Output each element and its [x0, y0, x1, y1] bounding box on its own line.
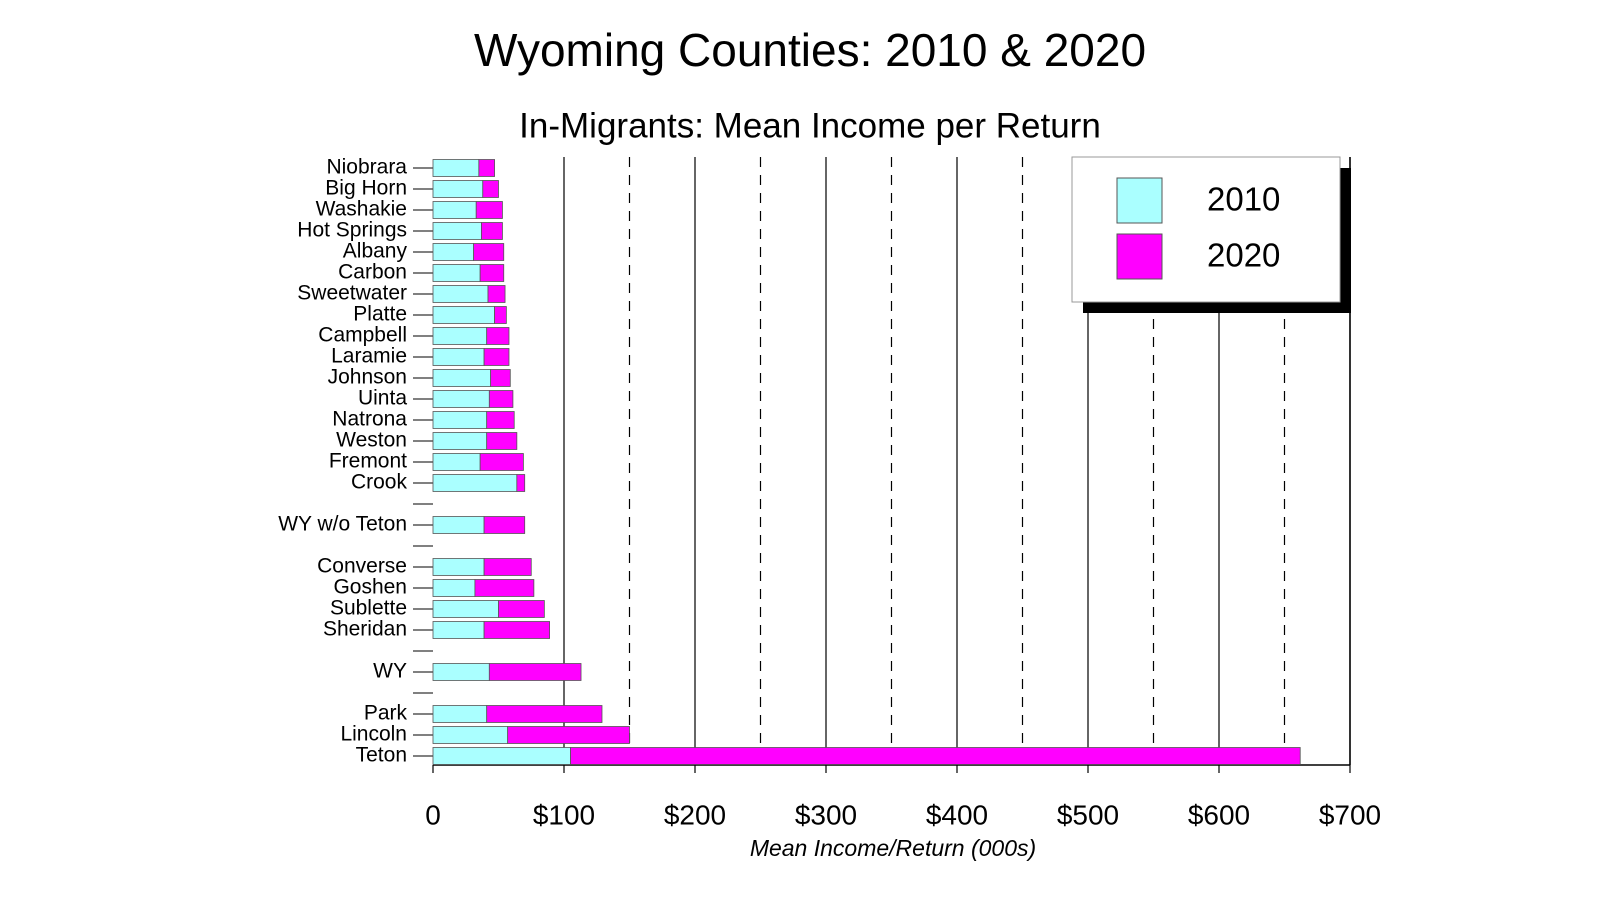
bar [432, 180, 484, 198]
bar [481, 222, 503, 240]
bar [486, 705, 603, 723]
bar [432, 705, 488, 723]
y-tick-label: Hot Springs [297, 219, 407, 242]
bar [432, 285, 489, 303]
y-tick-label: Teton [356, 744, 407, 767]
bar [478, 159, 495, 177]
bar [432, 369, 492, 387]
y-tick-label: Johnson [328, 366, 407, 389]
bar [432, 516, 485, 534]
legend [1071, 156, 1341, 303]
bar [483, 558, 532, 576]
bar [432, 747, 571, 765]
bar [486, 327, 510, 345]
bar [432, 348, 485, 366]
y-tick-label: Niobrara [326, 156, 407, 179]
bar [570, 747, 1301, 765]
bar [432, 306, 495, 324]
y-tick-label: Park [364, 702, 408, 725]
bar [432, 558, 485, 576]
bar [432, 579, 476, 597]
y-tick-label: Washakie [316, 198, 407, 221]
bar [432, 159, 480, 177]
bar [475, 201, 503, 219]
bar [483, 348, 510, 366]
bar [432, 327, 488, 345]
x-tick-label: 0 [425, 799, 441, 830]
x-tick-label: $300 [795, 799, 857, 830]
bar [432, 453, 481, 471]
bar [479, 264, 505, 282]
chart-title: Wyoming Counties: 2010 & 2020 [474, 24, 1146, 76]
y-tick-label: Carbon [338, 261, 407, 284]
bar [432, 726, 509, 744]
bar [432, 222, 482, 240]
y-tick-label: Crook [351, 471, 408, 494]
bar [474, 579, 535, 597]
legend-swatch [1116, 233, 1163, 280]
bar [482, 180, 499, 198]
bar [432, 474, 518, 492]
bar [488, 390, 514, 408]
bar [432, 621, 485, 639]
x-axis-label: Mean Income/Return (000s) [750, 835, 1036, 861]
chart-subtitle: In-Migrants: Mean Income per Return [519, 106, 1101, 145]
bar [473, 243, 505, 261]
bar [516, 474, 526, 492]
y-tick-label: Big Horn [325, 177, 407, 200]
legend-label: 2010 [1207, 181, 1280, 218]
bar [486, 432, 518, 450]
bar [487, 285, 506, 303]
y-tick-label: WY w/o Teton [278, 513, 407, 536]
bar [483, 621, 550, 639]
bar [498, 600, 545, 618]
y-tick-label: Platte [353, 303, 407, 326]
bar [483, 516, 526, 534]
y-tick-label: Natrona [332, 408, 407, 431]
y-tick-label: Lincoln [340, 723, 407, 746]
x-tick-label: $700 [1319, 799, 1381, 830]
x-tick-label: $100 [533, 799, 595, 830]
y-tick-label: WY [373, 660, 407, 683]
x-tick-label: $200 [664, 799, 726, 830]
x-tick-label: $400 [926, 799, 988, 830]
legend-label: 2020 [1207, 237, 1280, 274]
bar [507, 726, 630, 744]
bar [432, 600, 499, 618]
y-tick-label: Uinta [358, 387, 407, 410]
bar [432, 243, 475, 261]
bar [486, 411, 515, 429]
legend-swatch [1116, 177, 1163, 224]
y-tick-label: Albany [343, 240, 408, 263]
y-tick-label: Goshen [333, 576, 407, 599]
bar [479, 453, 524, 471]
bar [432, 390, 490, 408]
bar [432, 432, 488, 450]
y-tick-label: Sheridan [323, 618, 407, 641]
y-tick-label: Campbell [318, 324, 407, 347]
y-tick-label: Converse [317, 555, 407, 578]
bar [432, 201, 477, 219]
y-tick-label: Sublette [330, 597, 407, 620]
bar [432, 411, 488, 429]
y-tick-label: Sweetwater [297, 282, 407, 305]
y-tick-label: Weston [336, 429, 407, 452]
bar [494, 306, 507, 324]
x-tick-label: $600 [1188, 799, 1250, 830]
y-tick-label: Laramie [331, 345, 407, 368]
bar [490, 369, 511, 387]
y-tick-label: Fremont [329, 450, 407, 473]
bar [432, 264, 481, 282]
bar [432, 663, 490, 681]
x-tick-label: $500 [1057, 799, 1119, 830]
bar [488, 663, 582, 681]
